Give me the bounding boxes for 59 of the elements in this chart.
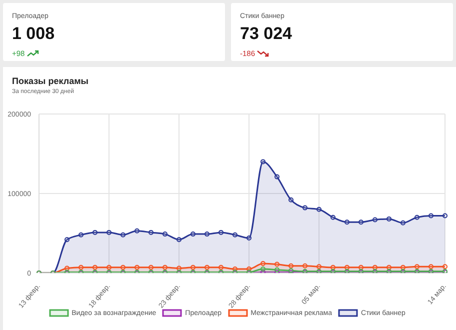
- point: [316, 206, 322, 212]
- point: [120, 264, 126, 270]
- point: [302, 263, 308, 268]
- point: [442, 264, 448, 270]
- point: [260, 159, 266, 164]
- point: [400, 264, 406, 270]
- point: [204, 232, 210, 237]
- point: [64, 237, 70, 242]
- point: [232, 232, 238, 238]
- point: [78, 232, 84, 238]
- point: [274, 267, 280, 272]
- point: [386, 264, 392, 270]
- point: [400, 220, 406, 226]
- point: [92, 264, 98, 270]
- point: [428, 264, 434, 270]
- point: [358, 264, 364, 270]
- point: [148, 230, 154, 235]
- point: [386, 216, 392, 222]
- point: [120, 232, 126, 238]
- point: [134, 228, 140, 234]
- text: 1 008: [12, 24, 55, 44]
- point: [64, 266, 70, 271]
- point: [344, 220, 350, 225]
- point: [204, 264, 210, 270]
- point: [358, 220, 364, 225]
- point: [428, 213, 434, 218]
- chart-title: Показы рекламы: [12, 76, 88, 86]
- point: [274, 262, 280, 267]
- point: [218, 230, 224, 235]
- point: [148, 264, 154, 270]
- point: [190, 264, 196, 270]
- point: [218, 264, 224, 270]
- point: [330, 264, 336, 270]
- point: [414, 264, 420, 270]
- point: [106, 230, 112, 235]
- point: [442, 213, 448, 218]
- point: [414, 214, 420, 220]
- point: [316, 264, 322, 270]
- point: [162, 232, 168, 237]
- point: [176, 266, 182, 271]
- point: [274, 174, 280, 180]
- point: [106, 264, 112, 270]
- point: [330, 214, 336, 220]
- point: [134, 264, 140, 270]
- point: [288, 263, 294, 268]
- point: [372, 217, 378, 222]
- point: [288, 197, 294, 202]
- text: 73 024: [240, 24, 292, 44]
- point: [190, 232, 196, 237]
- point: [302, 205, 308, 210]
- point: [260, 266, 266, 272]
- point: [162, 264, 168, 270]
- point: [246, 236, 252, 241]
- point: [372, 264, 378, 270]
- point: [78, 264, 84, 270]
- point: [344, 264, 350, 270]
- point: [176, 237, 182, 242]
- point: [260, 260, 266, 266]
- point: [92, 230, 98, 235]
